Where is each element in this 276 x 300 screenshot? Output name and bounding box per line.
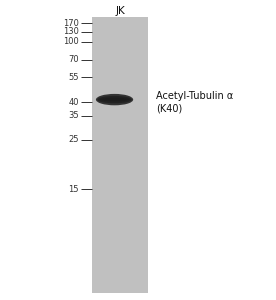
- Text: Acetyl-Tubulin α
(K40): Acetyl-Tubulin α (K40): [156, 91, 233, 113]
- Text: 25: 25: [68, 135, 79, 144]
- Text: 15: 15: [68, 184, 79, 194]
- Ellipse shape: [96, 94, 133, 105]
- Text: 55: 55: [68, 73, 79, 82]
- Text: 100: 100: [63, 38, 79, 46]
- Text: 130: 130: [63, 27, 79, 36]
- Ellipse shape: [97, 96, 132, 103]
- Bar: [92, 16, 148, 292]
- Text: 170: 170: [63, 19, 79, 28]
- Text: 40: 40: [68, 98, 79, 106]
- Text: 35: 35: [68, 111, 79, 120]
- Text: 70: 70: [68, 56, 79, 64]
- Ellipse shape: [103, 99, 126, 100]
- Text: JK: JK: [115, 5, 125, 16]
- Ellipse shape: [100, 98, 129, 102]
